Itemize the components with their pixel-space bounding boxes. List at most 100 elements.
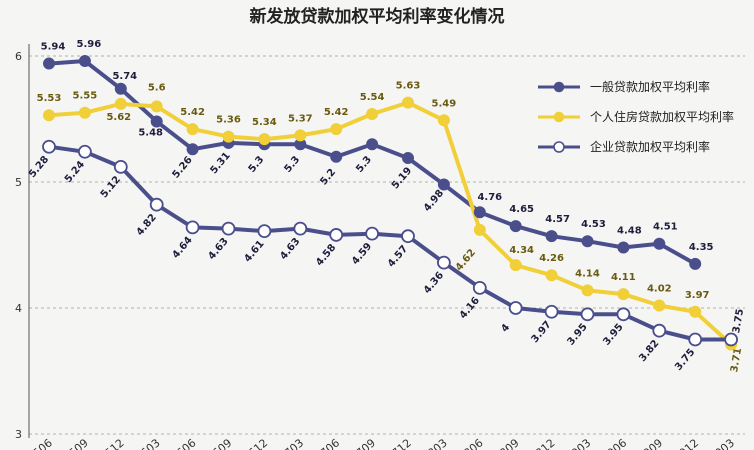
data-label: 3.75 [673,347,697,373]
data-label: 5.34 [252,117,277,128]
data-label: 5.62 [106,112,131,123]
data-point [473,223,486,236]
data-label: 5.26 [171,155,195,181]
data-label: 4.58 [314,242,338,268]
y-tick-label: 3 [15,428,22,441]
x-tick-label: 1603 [133,436,163,450]
data-label: 5.53 [37,93,62,104]
data-point [329,228,344,242]
data-point [149,197,164,212]
data-point [689,305,702,318]
data-point [114,97,127,110]
data-label: 5.19 [390,165,414,191]
data-label: 4.62 [454,247,478,273]
y-tick-label: 6 [15,50,22,63]
data-point [581,284,594,297]
x-tick-label: 1609 [205,436,235,450]
x-tick-label: 1506 [25,436,55,450]
data-label: 5.49 [432,98,457,109]
data-point [257,224,272,239]
x-tick-label: 1906 [600,436,630,450]
data-point [365,226,380,241]
data-label: 4.02 [647,283,672,294]
data-label: 4.98 [422,188,446,214]
data-label: 4.35 [689,242,714,253]
data-label: 3.71 [729,347,744,373]
data-label: 4.36 [422,270,446,296]
x-tick-label: 1612 [241,436,271,450]
legend-label: 个人住房贷款加权平均利率 [590,109,734,124]
data-point [330,123,343,136]
data-point [114,82,127,95]
x-tick-label: 1909 [635,436,665,450]
data-label: 4.51 [653,222,678,233]
data-label: 4.63 [206,236,230,262]
data-label: 5.3 [354,154,374,175]
data-label: 3.75 [731,308,746,334]
data-label: 5.28 [27,154,51,180]
data-label: 4.48 [617,226,642,237]
data-point [330,150,343,163]
data-point [616,307,631,322]
data-point [43,109,55,122]
data-point [78,55,91,68]
data-point [544,304,559,319]
data-point [437,114,450,127]
data-label: 5.6 [148,82,166,93]
x-tick-label: 1512 [97,436,127,450]
data-label: 5.94 [41,42,66,53]
data-label: 3.82 [637,338,661,364]
data-label: 4.63 [278,236,302,262]
data-label: 4.11 [611,272,636,283]
legend-swatch-marker [553,141,565,153]
data-label: 5.12 [99,174,123,200]
data-point [688,332,703,347]
data-point [401,229,415,244]
data-label: 4 [499,322,512,334]
data-point [508,301,523,315]
x-tick-label: 1806 [456,436,486,450]
x-tick-label: 1803 [420,436,450,450]
data-point [724,332,738,347]
legend-label: 一般贷款加权平均利率 [590,79,710,94]
data-label: 4.61 [242,239,266,265]
data-point [652,323,667,338]
data-point [545,230,558,243]
data-label: 5.42 [180,107,205,118]
data-label: 4.76 [477,192,502,203]
data-point [185,220,200,235]
data-label: 4.14 [575,268,600,279]
x-tick-label: 1812 [528,436,558,450]
data-label: 4.65 [509,204,534,215]
data-label: 5.96 [77,39,102,50]
data-label: 5.31 [208,150,232,176]
data-label: 3.95 [601,322,625,348]
data-label: 4.59 [350,241,374,267]
data-point [366,107,379,120]
x-tick-label: 1509 [61,436,91,450]
data-label: 4.53 [581,219,606,230]
data-label: 4.57 [545,214,570,225]
series-line [48,100,733,346]
data-label: 4.64 [171,235,195,261]
legend-swatch-marker [553,81,565,93]
data-label: 4.34 [509,245,534,256]
data-label: 5.55 [73,91,98,102]
data-point [509,259,522,272]
data-label: 4.26 [539,253,564,264]
data-point [186,123,199,136]
series-layer [42,55,738,351]
x-tick-label: 1606 [169,436,199,450]
data-point [222,130,235,143]
data-point [437,178,450,191]
data-label: 5.54 [360,92,385,103]
data-point [545,269,558,282]
data-point [653,299,666,312]
data-point [150,100,163,113]
data-point [366,138,379,151]
data-point [402,96,414,109]
data-label: 5.3 [247,154,267,175]
data-point [221,221,236,236]
data-label: 3.95 [565,322,589,348]
